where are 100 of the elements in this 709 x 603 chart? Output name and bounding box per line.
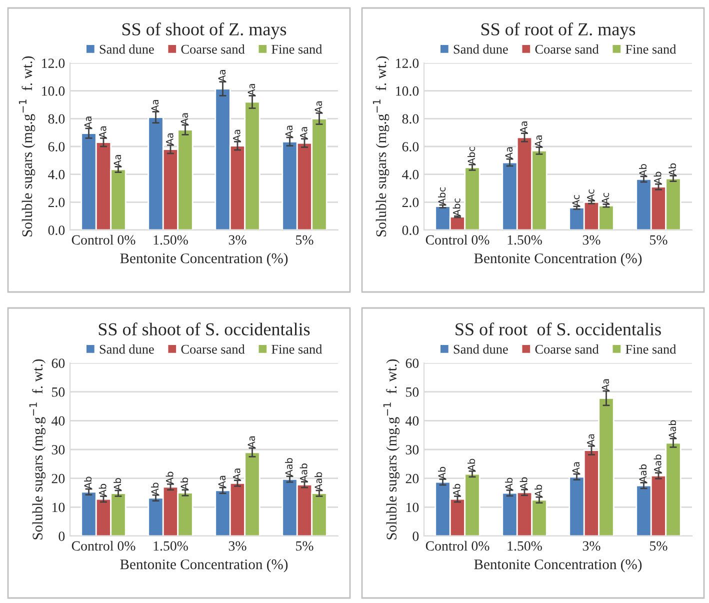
y-tick-label: 6.0 [402,142,419,152]
data-label: Aa [248,84,256,96]
data-label: Aa [314,101,322,114]
data-label: Ab [84,476,92,489]
y-axis-title: Soluble sugars (mg.g$^{−1}$ f. wt.) [372,56,390,236]
legend-label: Coarse sand [535,344,599,354]
y-tick-label: 20 [406,474,419,484]
data-label: Aab [639,464,647,483]
y-tick-label: 0.0 [402,226,419,236]
data-label: Ab [98,484,106,496]
data-label: Aa [505,147,513,159]
x-tick-label: 1.50% [508,541,542,551]
y-tick-label: 0 [412,532,419,541]
data-label: Aa [99,126,106,138]
legend-label: Fine sand [626,344,676,354]
data-label: Ab [534,484,542,497]
y-tick-label: 12.0 [42,58,65,68]
data-label: Ac [587,190,594,201]
x-axis-title: Bentonite Concentration (%) [474,253,642,266]
y-tick-label: 30 [52,445,65,454]
x-tick-label: 1.50% [154,235,188,245]
legend-label: Fine sand [626,44,676,54]
data-label: Ab [505,478,513,490]
data-label: Ab [180,478,188,490]
data-label: Aab [300,464,308,482]
data-label: Ab [468,458,476,472]
legend-label: Fine sand [272,44,322,54]
data-label: Aa [233,130,240,142]
data-label: Ab [114,478,122,490]
y-axis-title: Soluble sugars (mg.g$^{−1}$ f. wt.) [18,56,36,236]
data-label: Abc [452,198,460,216]
data-label: Aab [668,420,676,438]
y-tick-label: 50 [52,387,65,397]
data-label: Ab [668,163,676,176]
x-tick-label: 1.50% [154,541,188,551]
y-tick-label: 8.0 [48,114,65,124]
legend-label: Sand dune [100,44,154,54]
legend-label: Coarse sand [535,44,599,54]
data-label: Aa [218,476,226,488]
x-tick-label: Control 0% [72,540,136,551]
data-label: Aa [248,436,256,448]
x-tick-label: 5% [296,541,314,551]
data-label: Ab [452,484,460,496]
y-tick-label: 50 [406,387,419,397]
y-tick-label: 10 [52,502,65,512]
data-label: Aab [285,458,293,476]
data-label: Aa [300,127,308,139]
x-axis-title: Bentonite Concentration (%) [120,559,288,572]
y-tick-label: 40 [406,416,419,426]
x-tick-label: 3% [228,235,246,245]
data-label: Ac [602,193,610,204]
data-label: Ab [654,172,662,184]
legend-label: Coarse sand [181,44,245,54]
y-axis-title: Soluble sugars (mg.g$^{−1}$ f. wt.) [383,359,400,540]
x-tick-label: 3% [228,541,246,551]
x-tick-label: 5% [296,235,314,245]
data-label: Aa [84,116,92,128]
data-label: Ab [166,472,174,484]
y-tick-label: 60 [406,358,419,368]
x-tick-label: Control 0% [72,234,136,245]
x-axis-title: Bentonite Concentration (%) [474,559,642,572]
y-tick-label: 60 [52,358,65,368]
x-tick-label: Control 0% [426,540,490,551]
x-tick-label: 5% [650,235,668,245]
y-tick-label: 10.0 [396,86,419,96]
data-label: Aa [534,135,542,148]
y-tick-label: 12.0 [396,58,419,68]
y-tick-label: 10.0 [42,86,65,96]
y-tick-label: 0 [58,532,65,541]
y-tick-label: 0.0 [48,226,65,236]
data-label: Aa [151,100,159,112]
y-tick-label: 4.0 [402,170,419,180]
data-label: Ab [151,482,159,495]
legend-label: Fine sand [272,344,322,354]
data-label: Aa [180,113,188,125]
data-label: Aa [285,126,293,138]
chart-title: SS of root of Z. mays [481,22,636,40]
y-axis-title: Soluble sugars (mg.g$^{−1}$ f. wt.) [29,359,46,540]
data-label: Aa [587,434,594,446]
chart-title: SS of shoot of S. occidentalis [98,322,310,336]
x-axis-title: Bentonite Concentration (%) [120,253,288,266]
data-label: Aab [654,454,662,473]
data-label: Aa [166,133,174,146]
data-label: Aab [314,472,322,490]
y-tick-label: 2.0 [402,198,419,208]
y-tick-label: 2.0 [48,198,65,208]
y-tick-label: 8.0 [402,114,419,124]
y-tick-label: 40 [52,416,65,426]
x-tick-label: Control 0% [426,234,490,245]
x-tick-label: 1.50% [508,235,542,245]
y-tick-label: 6.0 [48,142,65,152]
data-label: Abc [438,187,446,205]
data-label: Ab [520,477,528,490]
data-label: Aa [572,462,580,474]
x-tick-label: 3% [582,541,600,551]
legend-label: Sand dune [454,44,508,54]
data-label: Abc [468,147,476,165]
data-label: Aa [520,122,528,134]
legend-label: Sand dune [100,344,154,354]
chart-title: SS of root of S. occidentalis [456,322,661,336]
